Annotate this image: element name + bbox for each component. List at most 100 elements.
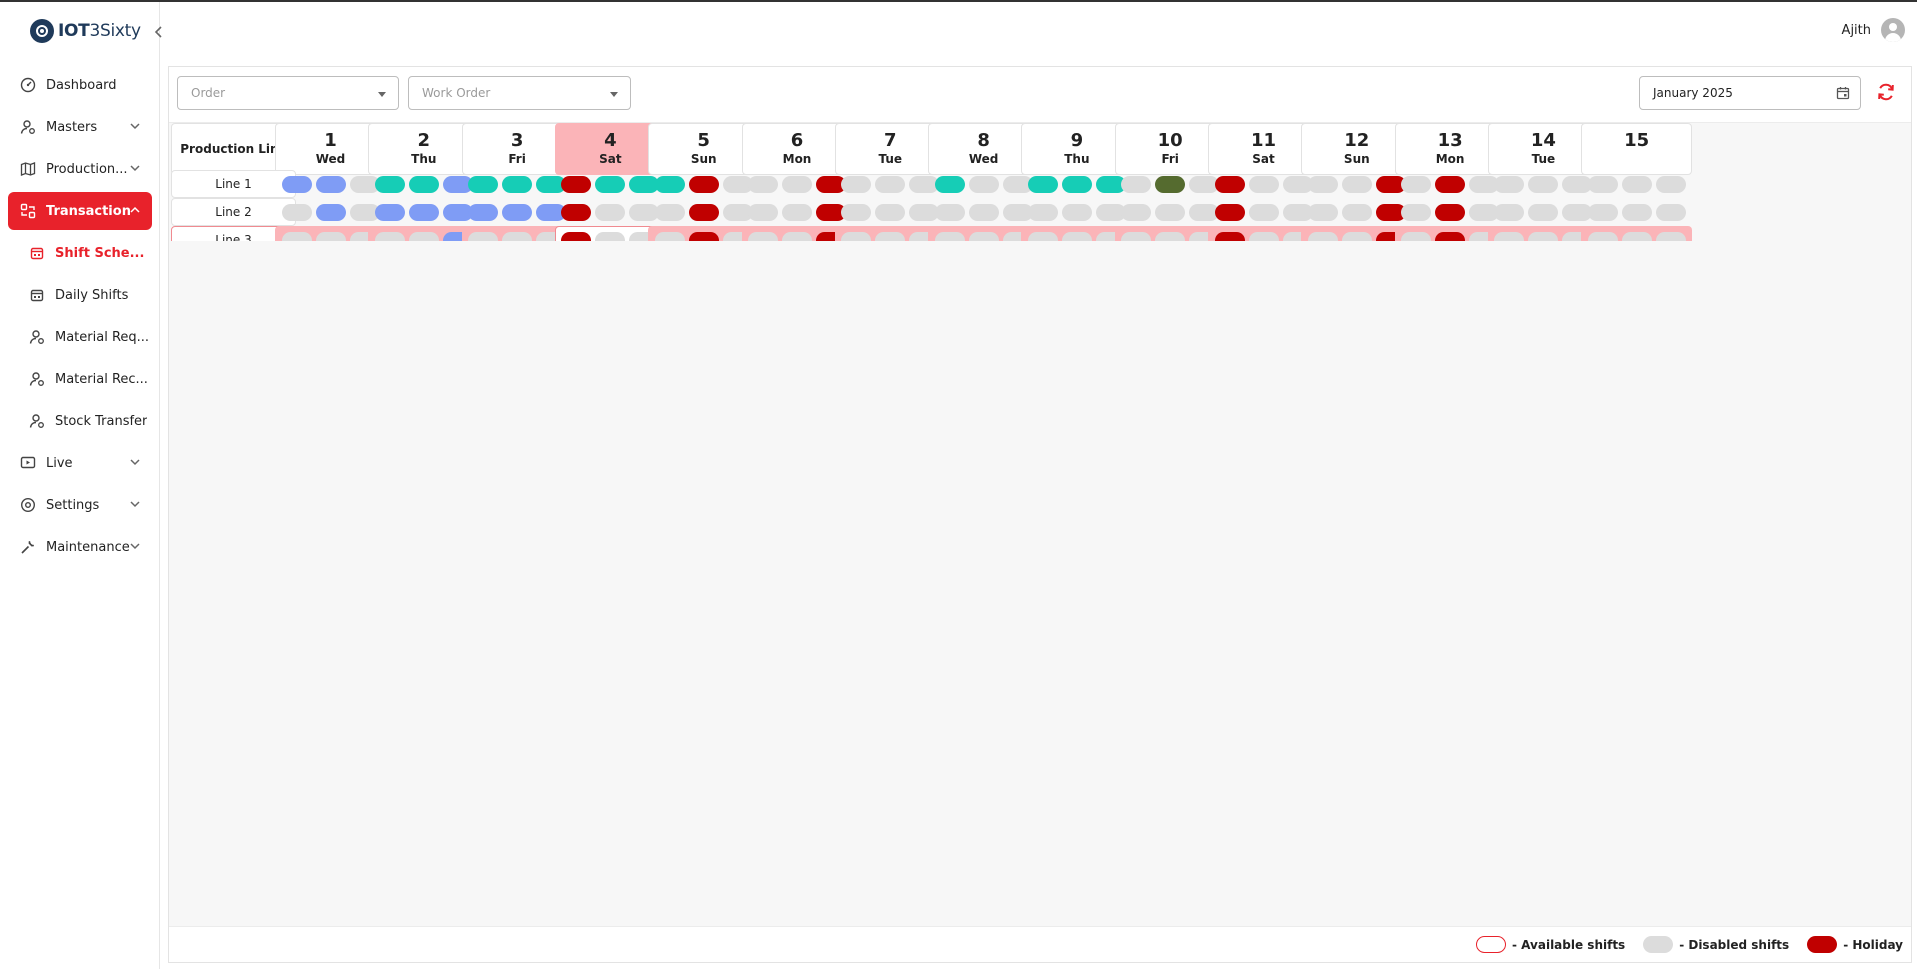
chevron-down-icon[interactable]: [128, 497, 142, 511]
shift-3-grey-pill[interactable]: [909, 231, 940, 241]
shift-3-teal-pill[interactable]: [1095, 175, 1126, 193]
sidebar-item-material-req[interactable]: Material Req...: [8, 318, 152, 356]
shift-3-red-pill[interactable]: [816, 231, 846, 241]
shift-2-teal-pill[interactable]: [408, 175, 439, 193]
sidebar-item-shift-sche[interactable]: Shift Sche...: [8, 234, 152, 272]
brand-logo[interactable]: IOT3Sixty: [30, 17, 141, 45]
line-label-1[interactable]: Line 1: [171, 170, 296, 198]
shift-2-red-pill[interactable]: [688, 175, 719, 193]
month-picker[interactable]: January 2025: [1639, 76, 1861, 110]
day-header-2[interactable]: 2 Thu: [368, 123, 480, 175]
shift-2-grey-pill[interactable]: [1528, 175, 1559, 193]
shift-2-blue-pill[interactable]: [502, 203, 533, 221]
shift-3-grey-pill[interactable]: [1469, 203, 1500, 221]
sidebar-item-stock-transfer[interactable]: Stock Transfer: [8, 402, 152, 440]
shift-1-grey-pill[interactable]: [841, 231, 872, 241]
shift-3-grey-pill[interactable]: [536, 231, 567, 241]
shift-3-grey-pill[interactable]: [1469, 175, 1500, 193]
shift-1-grey-pill[interactable]: [1401, 175, 1432, 193]
shift-1-grey-pill[interactable]: [1587, 175, 1618, 193]
shift-2-grey-pill[interactable]: [1621, 203, 1652, 221]
shift-3-blue-pill[interactable]: [442, 231, 473, 241]
shift-2-blue-pill[interactable]: [315, 203, 346, 221]
shift-3-blue-pill[interactable]: [536, 203, 567, 221]
shift-3-grey-pill[interactable]: [1002, 203, 1033, 221]
shift-3-grey-pill[interactable]: [1095, 203, 1126, 221]
shift-1-red-pill[interactable]: [561, 203, 592, 221]
chevron-up-icon[interactable]: [128, 203, 142, 217]
shift-3-red-pill[interactable]: [1375, 203, 1406, 221]
shift-3-grey-pill[interactable]: [1469, 231, 1500, 241]
shift-2-grey-pill[interactable]: [315, 231, 346, 241]
shift-2-teal-pill[interactable]: [502, 175, 533, 193]
shift-3-grey-pill[interactable]: [629, 203, 660, 221]
shift-2-red-pill[interactable]: [1435, 203, 1466, 221]
shift-1-red-pill[interactable]: [1214, 175, 1245, 193]
avatar-icon[interactable]: [1881, 18, 1905, 42]
sidebar-collapse-button[interactable]: [150, 22, 168, 42]
chevron-down-icon[interactable]: [128, 539, 142, 553]
shift-2-grey-pill[interactable]: [1341, 231, 1372, 241]
day-header-11[interactable]: 11 Sat: [1208, 123, 1319, 175]
sidebar-item-settings[interactable]: Settings: [8, 486, 152, 524]
shift-1-grey-pill[interactable]: [1307, 203, 1338, 221]
day-header-7[interactable]: 7 Tue: [834, 123, 946, 175]
sidebar-item-transaction[interactable]: Transaction: [8, 192, 152, 230]
shift-3-grey-pill[interactable]: [1562, 231, 1593, 241]
shift-3-red-pill[interactable]: [1375, 175, 1406, 193]
shift-2-blue-pill[interactable]: [315, 175, 346, 193]
shift-3-red-pill[interactable]: [816, 175, 846, 193]
shift-3-blue-pill[interactable]: [442, 175, 473, 193]
day-header-14[interactable]: 14 Tue: [1487, 123, 1599, 175]
shift-3-grey-pill[interactable]: [1562, 175, 1593, 193]
shift-1-grey-pill[interactable]: [281, 203, 312, 221]
shift-1-blue-pill[interactable]: [468, 203, 499, 221]
shift-1-grey-pill[interactable]: [1307, 231, 1338, 241]
shift-1-teal-pill[interactable]: [374, 175, 405, 193]
shift-2-grey-pill[interactable]: [595, 203, 626, 221]
shift-1-grey-pill[interactable]: [1401, 231, 1432, 241]
shift-2-grey-pill[interactable]: [968, 175, 999, 193]
shift-3-grey-pill[interactable]: [1189, 231, 1220, 241]
shift-1-grey-pill[interactable]: [1027, 231, 1058, 241]
shift-3-grey-pill[interactable]: [1002, 231, 1033, 241]
shift-1-red-pill[interactable]: [1214, 231, 1245, 241]
shift-3-grey-pill[interactable]: [1095, 231, 1126, 241]
day-header-12[interactable]: 12 Sun: [1301, 123, 1413, 175]
shift-2-grey-pill[interactable]: [875, 203, 906, 221]
shift-2-grey-pill[interactable]: [1061, 203, 1092, 221]
shift-1-grey-pill[interactable]: [1587, 203, 1618, 221]
sidebar-item-masters[interactable]: Masters: [8, 108, 152, 146]
shift-1-grey-pill[interactable]: [654, 231, 685, 241]
shift-1-teal-pill[interactable]: [934, 175, 965, 193]
shift-1-red-pill[interactable]: [561, 231, 592, 241]
shift-3-grey-pill[interactable]: [349, 231, 380, 241]
shift-2-grey-pill[interactable]: [875, 175, 906, 193]
shift-1-grey-pill[interactable]: [1494, 231, 1525, 241]
shift-1-grey-pill[interactable]: [1027, 203, 1058, 221]
shift-1-blue-pill[interactable]: [281, 175, 312, 193]
shift-2-red-pill[interactable]: [1435, 231, 1466, 241]
calendar-icon[interactable]: [1836, 86, 1850, 100]
shift-1-blue-pill[interactable]: [374, 203, 405, 221]
shift-3-grey-pill[interactable]: [1002, 175, 1033, 193]
shift-3-grey-pill[interactable]: [1562, 203, 1593, 221]
shift-1-grey-pill[interactable]: [841, 175, 872, 193]
shift-2-olive-pill[interactable]: [1155, 175, 1186, 193]
shift-3-red-pill[interactable]: [816, 203, 846, 221]
shift-3-blue-pill[interactable]: [442, 203, 473, 221]
shift-1-grey-pill[interactable]: [1494, 175, 1525, 193]
shift-1-teal-pill[interactable]: [1027, 175, 1058, 193]
chevron-down-icon[interactable]: [128, 119, 142, 133]
shift-2-grey-pill[interactable]: [1155, 231, 1186, 241]
work-order-select[interactable]: Work Order: [408, 76, 631, 110]
day-header-6[interactable]: 6 Mon: [741, 123, 853, 175]
shift-1-grey-pill[interactable]: [281, 231, 312, 241]
shift-2-grey-pill[interactable]: [1621, 175, 1652, 193]
refresh-icon[interactable]: [1876, 82, 1896, 102]
shift-1-grey-pill[interactable]: [468, 231, 499, 241]
shift-2-grey-pill[interactable]: [408, 231, 439, 241]
shift-1-grey-pill[interactable]: [934, 203, 965, 221]
shift-2-grey-pill[interactable]: [1341, 203, 1372, 221]
shift-1-grey-pill[interactable]: [841, 203, 872, 221]
